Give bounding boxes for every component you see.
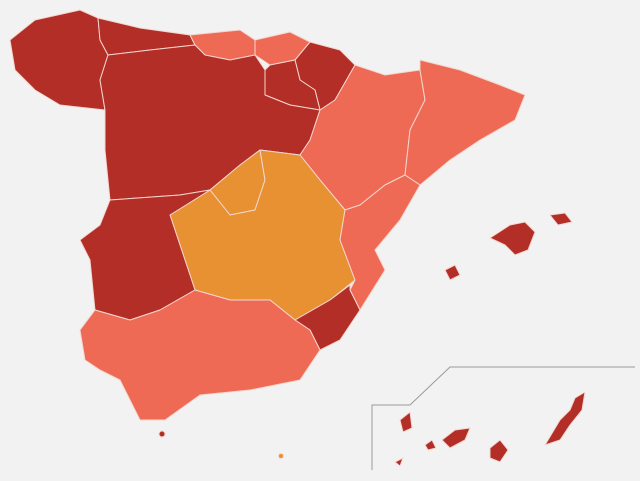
region bbox=[158, 430, 166, 438]
region bbox=[278, 453, 284, 459]
region bbox=[394, 391, 586, 467]
region bbox=[79, 289, 321, 421]
region bbox=[444, 212, 573, 281]
islands bbox=[158, 212, 586, 467]
inset-frame bbox=[371, 366, 635, 470]
region bbox=[339, 174, 421, 311]
region bbox=[404, 59, 526, 186]
